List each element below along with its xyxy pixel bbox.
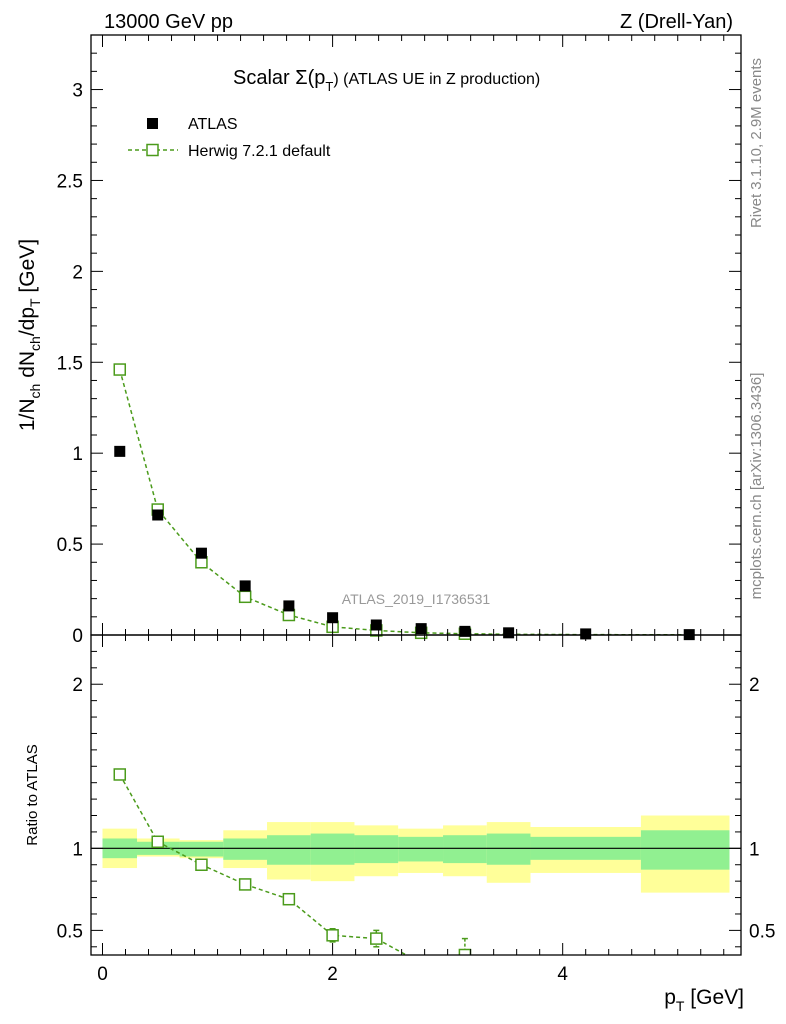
chart-title-prefix: Scalar Σ(p: [233, 67, 325, 89]
main-y-tick-label: 2: [72, 262, 83, 283]
main-y-tick-label: 0.5: [57, 535, 83, 556]
x-axis-label-sub: T: [676, 998, 685, 1014]
ratio-panel: 0.5 0.5 1 1 2 2 0 2 4 Ratio to ATLAS pT [GeV]: [24, 634, 775, 1014]
main-y-tick-label: 3: [72, 81, 83, 102]
main-y-tick-label: 0: [72, 626, 83, 647]
x-tick-label: 2: [327, 964, 338, 985]
ratio-stat-uncertainty-band: [640, 830, 730, 870]
atlas-data-point: [114, 445, 126, 457]
atlas-data-point: [415, 623, 427, 635]
svg-text:1/Nch dNch/dpT [GeV]: 1/Nch dNch/dpT [GeV]: [16, 239, 43, 431]
ratio-data-point: [151, 835, 164, 849]
main-y-tick-label: 1: [72, 444, 83, 465]
atlas-data-point: [327, 612, 339, 624]
ratio-stat-uncertainty-band: [398, 836, 444, 862]
ratio-data-point: [282, 892, 296, 906]
legend-atlas-label: ATLAS: [188, 116, 238, 133]
ratio-stat-uncertainty-band: [354, 835, 399, 864]
x-tick-label: 0: [97, 964, 108, 985]
ratio-y-axis-label: Ratio to ATLAS: [24, 744, 41, 845]
ratio-data-point: [326, 929, 339, 942]
herwig-data-point: [238, 590, 252, 604]
chart-title-sub: T: [325, 79, 333, 94]
ratio-stat-uncertainty-band: [223, 838, 268, 860]
ratio-data-point: [458, 948, 472, 955]
ratio-stat-uncertainty-band: [310, 833, 355, 865]
analysis-id-label: ATLAS_2019_I1736531: [342, 591, 491, 607]
atlas-data-point: [195, 547, 207, 559]
ratio-y-tick-label: 2: [72, 675, 83, 696]
ratio-stat-uncertainty-band: [267, 835, 311, 865]
main-y-axis-label: 1/Nch dNch/dpT [GeV]: [16, 239, 43, 431]
legend: ATLAS Herwig 7.2.1 default: [128, 116, 331, 160]
header-process-label: Z (Drell-Yan): [620, 11, 733, 33]
atlas-data-point: [283, 600, 295, 612]
ratio-stat-uncertainty-band: [443, 835, 487, 864]
ratio-y-tick-label-right: 2: [749, 675, 760, 696]
ratio-stat-uncertainty-band: [179, 841, 224, 857]
main-y-tick-label: 1.5: [57, 353, 83, 374]
legend-herwig-label: Herwig 7.2.1 default: [188, 143, 331, 160]
main-y-tick-label: 2.5: [57, 171, 83, 192]
ratio-stat-uncertainty-band: [486, 833, 531, 865]
ratio-y-tick-label: 1: [72, 839, 83, 860]
x-tick-label: 4: [557, 964, 568, 985]
ratio-data-point: [113, 768, 127, 781]
ratio-herwig-line: [119, 774, 469, 955]
mcplots-label: mcplots.cern.ch [arXiv:1306.3436]: [748, 373, 765, 600]
atlas-data-point: [503, 627, 515, 639]
legend-atlas-marker: [147, 118, 158, 129]
x-axis-label-unit: [GeV]: [684, 986, 744, 1009]
header-energy-label: 13000 GeV pp: [104, 11, 233, 33]
ratio-y-tick-label: 0.5: [57, 921, 83, 942]
ratio-y-tick-label-right: 1: [749, 839, 760, 860]
herwig-data-point: [113, 363, 127, 376]
atlas-data-point: [459, 625, 471, 637]
atlas-data-point: [370, 619, 382, 631]
x-axis-label-main: p: [664, 986, 676, 1009]
x-axis-label: pT [GeV]: [664, 986, 744, 1014]
ratio-data-point: [238, 878, 252, 891]
ratio-data-point: [195, 858, 208, 871]
ratio-series-group: [113, 768, 472, 955]
ratio-frame: [90, 634, 742, 956]
chart-title: Scalar Σ(pT) (ATLAS UE in Z production): [233, 67, 540, 94]
atlas-data-point: [152, 509, 164, 521]
ratio-y-tick-label-right: 0.5: [749, 921, 775, 942]
ratio-data-point: [370, 932, 383, 945]
atlas-data-point: [239, 580, 251, 592]
chart-title-suffix: ) (ATLAS UE in Z production): [333, 71, 540, 88]
legend-herwig-marker: [146, 143, 159, 157]
main-panel: 0 0.5 1 1.5 2 2.5 3 Scalar Σ(pT) (ATLAS UE in …: [16, 34, 742, 647]
rivet-version-label: Rivet 3.1.10, 2.9M events: [748, 58, 765, 228]
